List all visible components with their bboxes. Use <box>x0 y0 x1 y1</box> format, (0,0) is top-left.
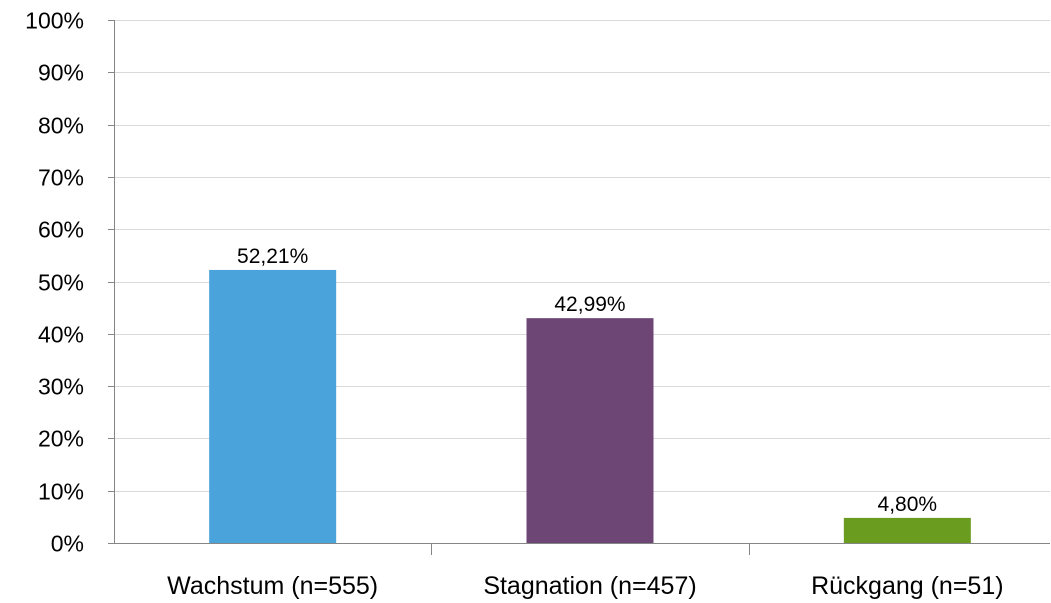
y-tick-label: 0% <box>51 531 84 557</box>
axes <box>108 20 1050 555</box>
y-tick-label: 10% <box>38 479 84 505</box>
y-tick-label: 80% <box>38 113 84 139</box>
category-label: Rückgang (n=51) <box>811 572 1003 600</box>
labels: 0% 10% 20% 30% 40% 50% 60% 70% 80% 90% 100% 52,21% W… <box>25 8 1003 601</box>
bar-1 <box>526 318 654 543</box>
data-label: 42,99% <box>554 293 625 316</box>
y-tick-label: 70% <box>38 165 84 191</box>
data-label: 4,80% <box>878 493 938 516</box>
bar-0 <box>209 269 337 543</box>
y-tick-label: 20% <box>38 426 84 452</box>
y-tick-label: 100% <box>25 8 84 34</box>
y-tick-label: 50% <box>38 270 84 296</box>
y-tick-label: 90% <box>38 60 84 86</box>
y-tick-label: 40% <box>38 322 84 348</box>
bar-2 <box>843 517 971 543</box>
bars <box>209 269 971 543</box>
category-label: Wachstum (n=555) <box>167 572 378 600</box>
data-label: 52,21% <box>237 245 308 268</box>
category-label: Stagnation (n=457) <box>483 572 696 600</box>
y-tick-label: 30% <box>38 374 84 400</box>
y-tick-label: 60% <box>38 217 84 243</box>
